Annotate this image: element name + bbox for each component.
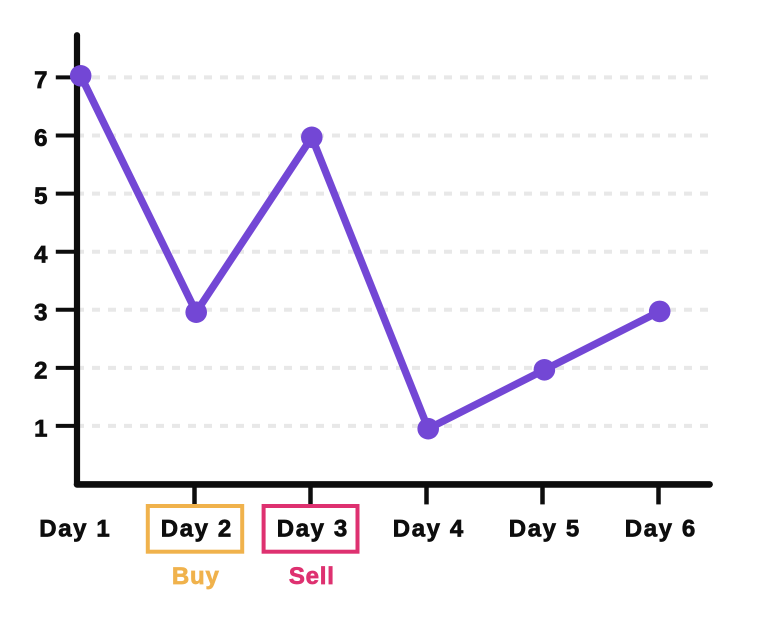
svg-text:1: 1	[34, 416, 47, 443]
svg-text:Sell: Sell	[289, 563, 335, 590]
svg-text:Day 5: Day 5	[509, 515, 581, 542]
svg-text:7: 7	[34, 67, 47, 94]
svg-text:4: 4	[34, 241, 48, 268]
svg-text:3: 3	[34, 299, 47, 326]
svg-text:6: 6	[34, 125, 47, 152]
svg-text:Day 3: Day 3	[277, 515, 349, 542]
svg-text:Day 1: Day 1	[39, 515, 111, 542]
svg-text:Day 6: Day 6	[625, 515, 697, 542]
svg-text:Day 2: Day 2	[161, 515, 233, 542]
svg-text:Day 4: Day 4	[393, 515, 465, 542]
svg-text:5: 5	[34, 183, 47, 210]
svg-text:Buy: Buy	[172, 563, 220, 590]
svg-text:2: 2	[34, 358, 47, 385]
